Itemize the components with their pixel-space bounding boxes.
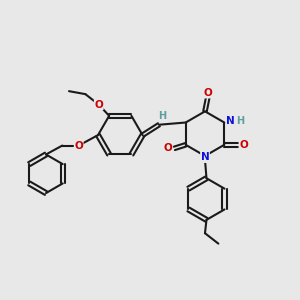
Text: H: H — [237, 116, 245, 126]
Text: N: N — [226, 116, 235, 126]
Text: O: O — [239, 140, 248, 150]
Text: O: O — [74, 140, 83, 151]
Text: N: N — [201, 152, 209, 162]
Text: O: O — [164, 143, 172, 153]
Text: H: H — [158, 111, 166, 122]
Text: O: O — [204, 88, 212, 98]
Text: O: O — [94, 100, 103, 110]
